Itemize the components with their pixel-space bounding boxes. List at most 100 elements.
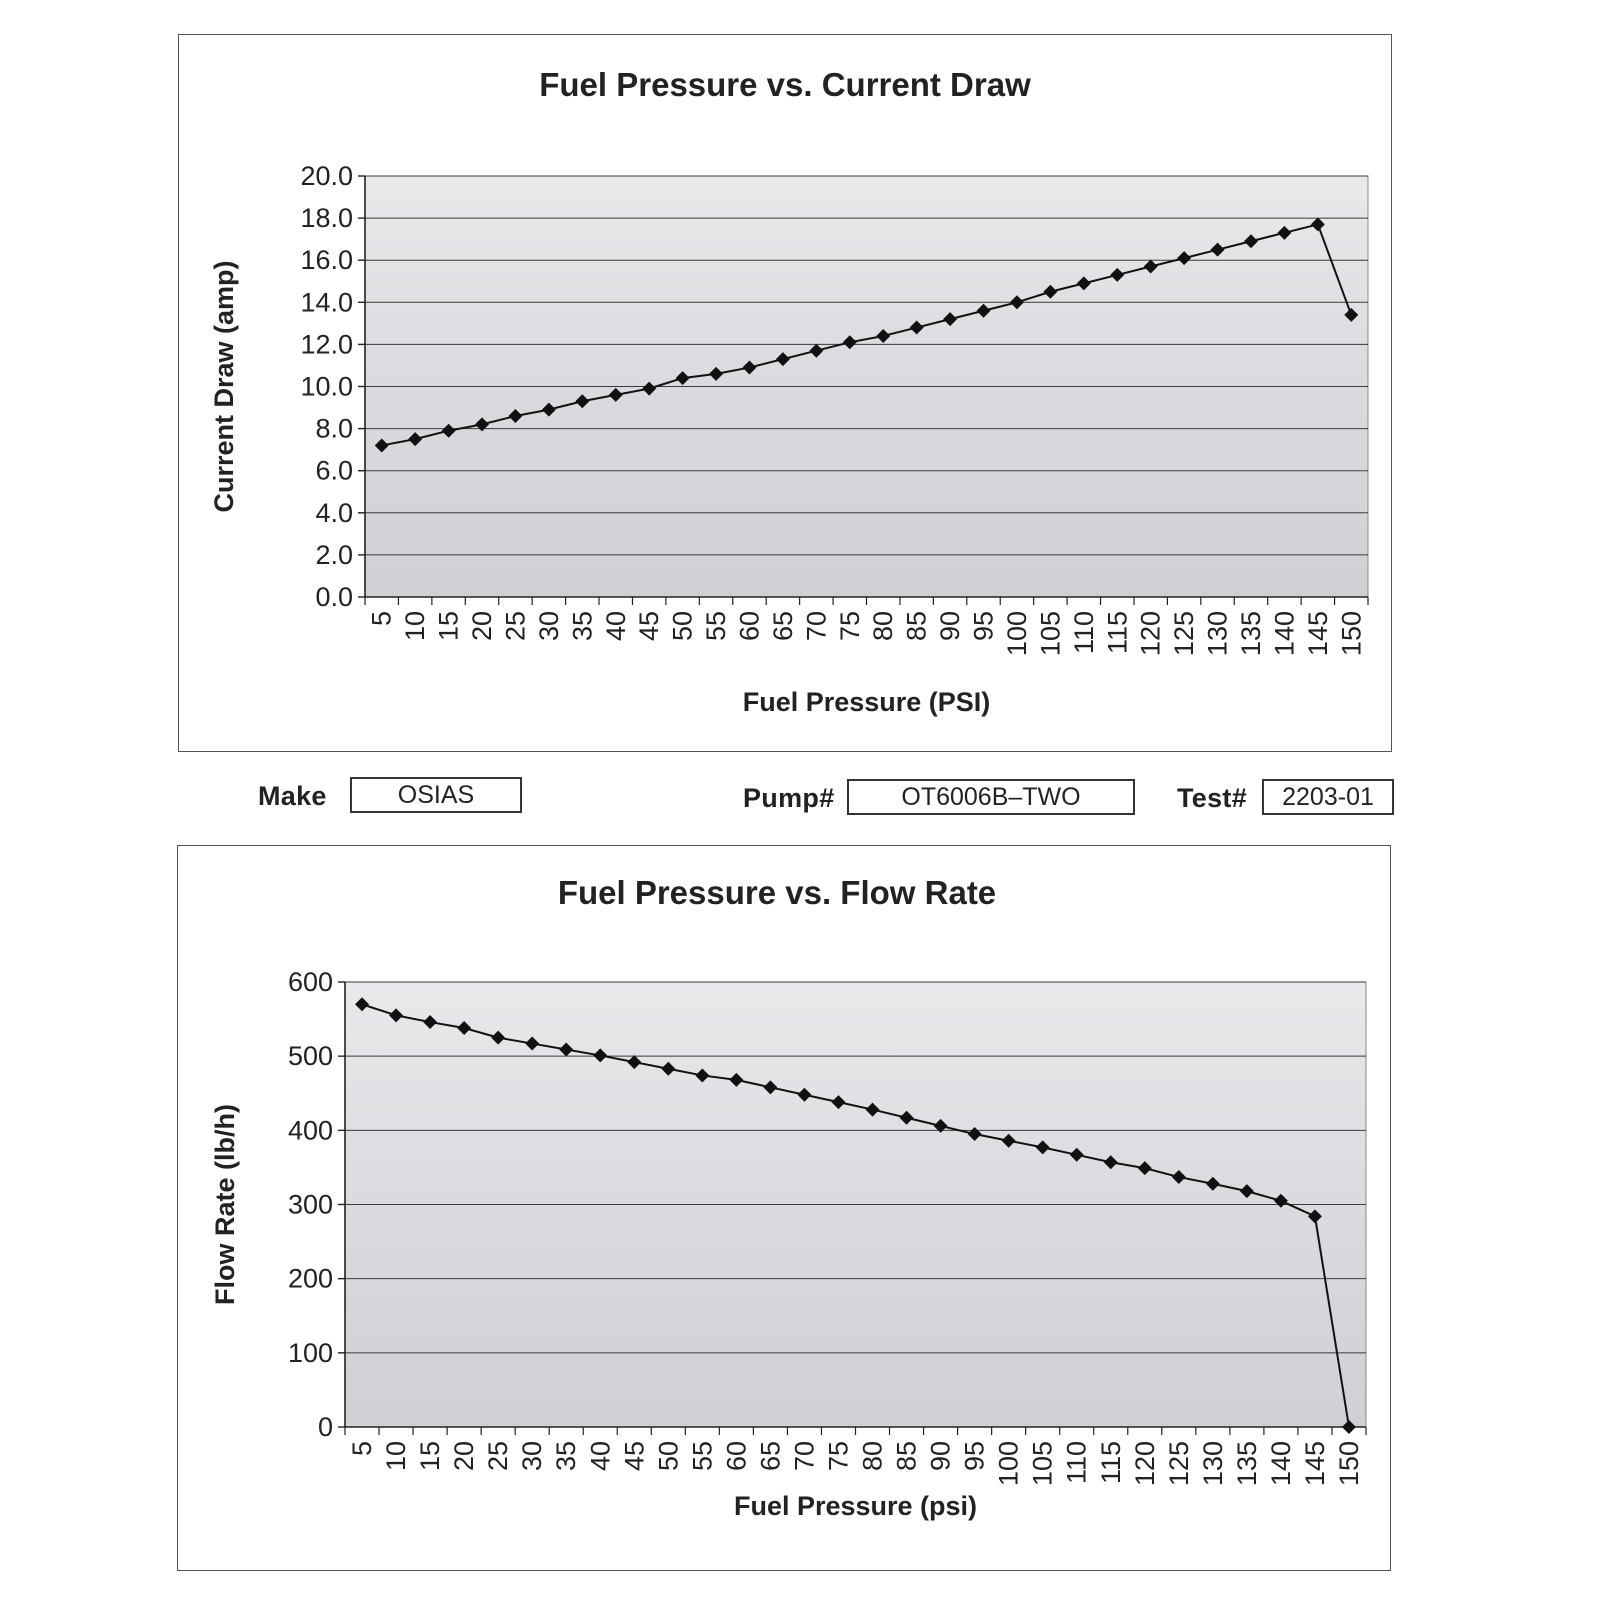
x-tick-label: 115 xyxy=(1096,1441,1126,1484)
data-point-marker xyxy=(508,408,523,423)
flow-rate-chart: 0 100 200 300 400 500 600 5 10 15 20 25 30 35 40 45 50 55… xyxy=(177,845,1391,1571)
data-point-marker xyxy=(1310,217,1325,232)
x-tick-label: 100 xyxy=(994,1441,1024,1486)
y-tick-label: 0.0 xyxy=(315,582,353,612)
y-tick-label: 20.0 xyxy=(300,161,353,191)
x-tick-label: 60 xyxy=(734,611,764,641)
y-tick-label: 100 xyxy=(288,1338,333,1368)
x-tick-label: 75 xyxy=(835,611,865,641)
x-tick-label: 40 xyxy=(601,611,631,641)
data-point-marker xyxy=(1243,234,1258,249)
data-point-marker xyxy=(1001,1133,1016,1148)
data-point-marker xyxy=(408,432,423,447)
data-point-marker xyxy=(1239,1184,1254,1199)
x-tick-label: 125 xyxy=(1169,611,1199,656)
data-point-marker xyxy=(695,1068,710,1083)
x-tick-label: 125 xyxy=(1164,1441,1194,1486)
x-tick-label: 70 xyxy=(789,1441,819,1471)
x-tick-label: 120 xyxy=(1136,611,1166,656)
data-point-marker xyxy=(899,1110,914,1125)
y-tick-label: 8.0 xyxy=(315,414,353,444)
y-tick-label: 2.0 xyxy=(315,540,353,570)
data-point-marker xyxy=(1076,276,1091,291)
data-point-marker xyxy=(797,1087,812,1102)
x-tick-label: 10 xyxy=(381,1441,411,1471)
data-point-marker xyxy=(1043,284,1058,299)
x-tick-label: 100 xyxy=(1002,611,1032,656)
data-point-marker xyxy=(1035,1140,1050,1155)
x-tick-label: 130 xyxy=(1198,1441,1228,1486)
data-point-marker xyxy=(1307,1209,1322,1224)
y-tick-label: 0 xyxy=(318,1412,333,1442)
x-tick-label: 90 xyxy=(935,611,965,641)
data-point-marker xyxy=(575,394,590,409)
x-tick-label: 140 xyxy=(1266,1441,1296,1486)
data-point-marker xyxy=(642,381,657,396)
data-point-marker xyxy=(423,1015,438,1030)
x-tick-label: 150 xyxy=(1334,1441,1364,1486)
data-point-marker xyxy=(525,1036,540,1051)
y-tick-label: 14.0 xyxy=(300,287,353,317)
data-point-marker xyxy=(1177,251,1192,266)
data-point-marker xyxy=(457,1020,472,1035)
data-point-marker xyxy=(441,423,456,438)
data-point-marker xyxy=(809,343,824,358)
y-tick-label: 300 xyxy=(288,1190,333,1220)
data-point-marker xyxy=(1110,267,1125,282)
data-point-marker xyxy=(1344,307,1359,322)
y-axis-label: Flow Rate (lb/h) xyxy=(210,1104,240,1305)
data-point-marker xyxy=(1341,1420,1356,1434)
current-draw-chart-svg: 0.0 2.0 4.0 6.0 8.0 10.0 12.0 14.0 16.0 18.0 20.0 5… xyxy=(209,66,1369,717)
data-point-marker xyxy=(763,1080,778,1095)
data-point-marker xyxy=(491,1030,506,1045)
chart-title: Fuel Pressure vs. Current Draw xyxy=(539,66,1031,103)
data-point-marker xyxy=(1273,1193,1288,1208)
x-tick-label: 20 xyxy=(467,611,497,641)
make-label: Make xyxy=(258,781,327,811)
x-tick-label: 85 xyxy=(892,1441,922,1471)
data-point-marker xyxy=(608,387,623,402)
y-tick-label: 400 xyxy=(288,1115,333,1145)
y-tick-label: 200 xyxy=(288,1264,333,1294)
x-tick-label: 30 xyxy=(534,611,564,641)
data-point-marker xyxy=(831,1095,846,1110)
data-point-marker xyxy=(389,1008,404,1023)
x-tick-label: 35 xyxy=(551,1441,581,1471)
x-tick-label: 55 xyxy=(701,611,731,641)
data-point-marker xyxy=(775,352,790,367)
x-tick-label: 120 xyxy=(1130,1441,1160,1486)
data-point-marker xyxy=(475,417,490,432)
data-point-marker xyxy=(661,1061,676,1076)
data-point-marker xyxy=(742,360,757,375)
y-tick-label: 4.0 xyxy=(315,498,353,528)
data-point-marker xyxy=(627,1055,642,1070)
test-number-label: Test# xyxy=(1177,783,1248,813)
x-tick-label: 25 xyxy=(483,1441,513,1471)
plot-area xyxy=(358,175,1369,605)
x-tick-label: 15 xyxy=(434,611,464,641)
data-point-marker xyxy=(729,1072,744,1087)
data-point-marker xyxy=(541,402,556,417)
x-tick-label: 30 xyxy=(517,1441,547,1471)
x-tick-label: 90 xyxy=(926,1441,956,1471)
data-point-marker xyxy=(865,1102,880,1117)
y-tick-label: 600 xyxy=(288,967,333,997)
x-tick-label: 45 xyxy=(619,1441,649,1471)
x-tick-label: 5 xyxy=(347,1441,377,1456)
data-point-marker xyxy=(1277,225,1292,240)
x-tick-label: 50 xyxy=(668,611,698,641)
x-tick-label: 110 xyxy=(1062,1441,1092,1484)
x-tick-label: 60 xyxy=(721,1441,751,1471)
data-point-marker xyxy=(1210,242,1225,257)
x-axis-label: Fuel Pressure (PSI) xyxy=(743,687,991,717)
data-point-marker xyxy=(933,1118,948,1133)
x-tick-label: 80 xyxy=(858,1441,888,1471)
x-tick-label: 110 xyxy=(1069,611,1099,654)
x-tick-label: 75 xyxy=(823,1441,853,1471)
plot-area xyxy=(338,981,1367,1435)
data-point-marker xyxy=(559,1042,574,1057)
data-point-marker xyxy=(1205,1176,1220,1191)
data-point-marker xyxy=(876,328,891,343)
x-tick-label: 55 xyxy=(687,1441,717,1471)
x-tick-label: 105 xyxy=(1035,611,1065,656)
